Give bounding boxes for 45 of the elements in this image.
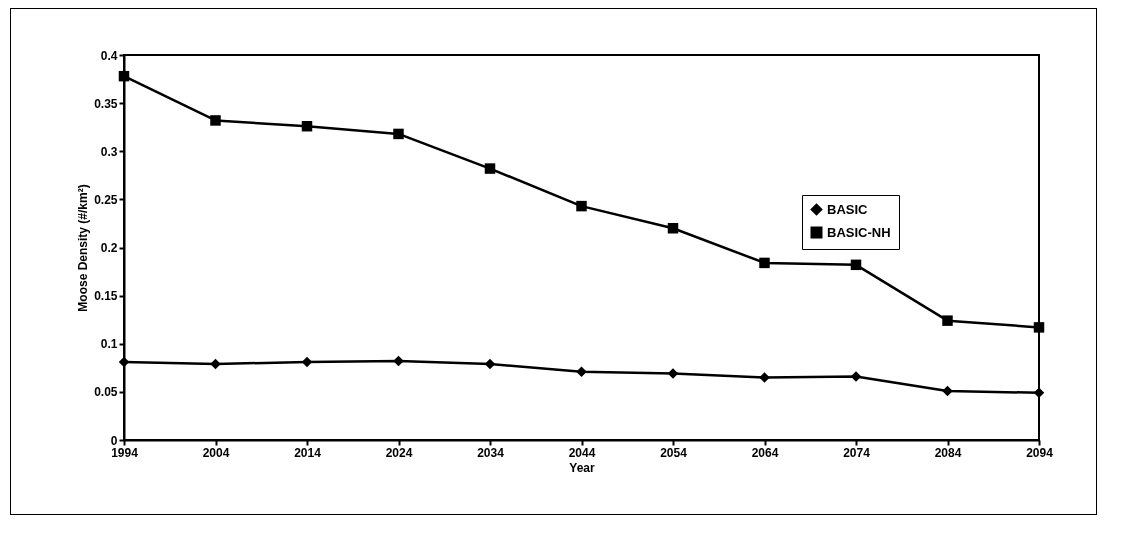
point [942, 315, 953, 326]
point [1033, 322, 1045, 333]
y-axis-title: Moose Density (#/km²) [76, 184, 91, 312]
point [667, 368, 679, 379]
point [118, 356, 130, 368]
point [850, 371, 862, 382]
x-tick-label: 2084 [934, 445, 962, 460]
x-tick-label: 2004 [202, 445, 230, 460]
y-tick-label: 0.15 [94, 289, 118, 304]
point [118, 70, 130, 82]
x-tick-label: 1994 [111, 445, 139, 460]
y-tick-label: 0.2 [100, 241, 118, 255]
y-tick-label: 0.4 [100, 48, 118, 63]
point [484, 163, 496, 174]
y-tick-label: 0.35 [94, 96, 118, 111]
x-tick-label: 2044 [568, 445, 596, 460]
point [301, 120, 313, 132]
point [759, 372, 770, 383]
point [759, 257, 770, 269]
point [393, 355, 404, 367]
y-tick-label: 0.05 [94, 385, 118, 400]
point [576, 366, 587, 377]
point [210, 115, 221, 126]
x-tick-label: 2064 [751, 445, 779, 460]
point [484, 358, 496, 370]
x-tick-label: 2024 [385, 445, 413, 460]
x-tick-label: 2054 [660, 445, 688, 460]
point [850, 259, 862, 271]
y-tick-label: 0.3 [100, 144, 118, 159]
point [576, 200, 587, 212]
legend-label: BASIC-NH [827, 224, 891, 240]
x-tick-label: 2074 [843, 445, 871, 460]
legend-label: BASIC [827, 201, 869, 217]
y-tick-label: 0 [110, 433, 118, 448]
point [942, 385, 953, 397]
point [210, 358, 221, 370]
x-axis-title: Year [569, 460, 596, 475]
point [667, 223, 679, 234]
point [393, 128, 404, 140]
point [301, 356, 313, 368]
y-tick-label: 0.1 [100, 337, 118, 352]
x-tick-label: 2014 [294, 445, 322, 460]
y-tick-label: 0.25 [94, 192, 118, 207]
x-tick-label: 2094 [1026, 445, 1054, 460]
x-tick-label: 2034 [477, 445, 505, 460]
